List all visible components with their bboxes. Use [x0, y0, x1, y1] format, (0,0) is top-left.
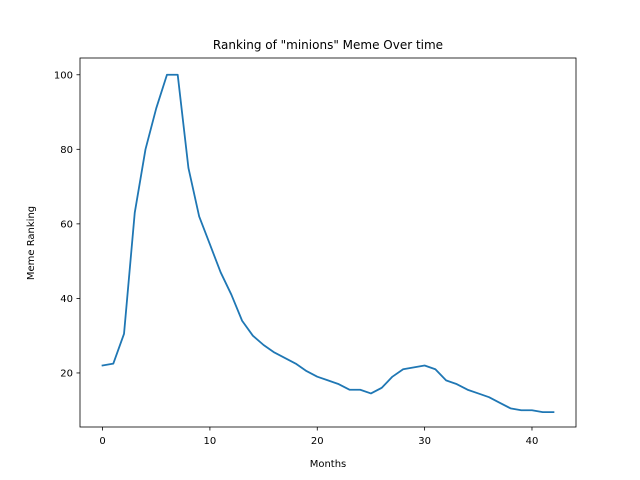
axes-frame: [79, 57, 577, 428]
series-line-0: [101, 73, 555, 413]
y-tick-label: 40: [60, 294, 73, 305]
x-axis-label: Months: [310, 459, 347, 470]
y-tick-label: 20: [60, 368, 73, 379]
y-tick-label: 60: [60, 219, 73, 230]
x-tick-label: 0: [99, 436, 105, 447]
y-tick-label: 100: [54, 70, 73, 81]
x-tick-label: 30: [418, 436, 431, 447]
axis-ticks: 0 10 20 30 40 20 40 60 80 100: [54, 70, 538, 447]
y-tick-label: 80: [60, 145, 73, 156]
chart-title: Ranking of "minions" Meme Over time: [213, 38, 443, 52]
plot-area: [79, 57, 577, 428]
x-tick-label: 10: [204, 436, 217, 447]
y-axis-label: Meme Ranking: [26, 206, 37, 280]
x-tick-label: 40: [526, 436, 539, 447]
x-tick-label: 20: [311, 436, 324, 447]
